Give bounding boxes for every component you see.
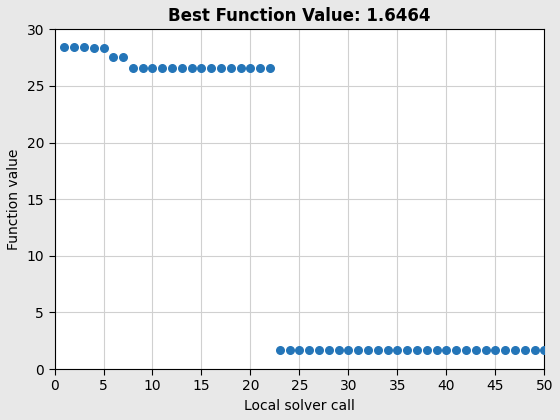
Point (354, 347, 363, 354)
Point (178, 65, 186, 72)
Point (393, 347, 402, 354)
Point (432, 347, 441, 354)
Point (295, 347, 304, 354)
Point (246, 65, 255, 72)
Point (472, 347, 480, 354)
Point (128, 65, 137, 72)
Point (363, 347, 372, 354)
Point (510, 347, 519, 354)
Point (530, 347, 539, 354)
Point (383, 347, 392, 354)
Point (265, 65, 274, 72)
Point (60, 44, 69, 51)
Point (236, 65, 245, 72)
Point (167, 65, 176, 72)
Point (344, 347, 353, 354)
Point (138, 65, 147, 72)
Point (69, 44, 78, 51)
Point (207, 65, 216, 72)
Point (403, 347, 412, 354)
Point (452, 347, 461, 354)
Point (422, 347, 431, 354)
Point (305, 347, 314, 354)
Point (197, 65, 206, 72)
Point (256, 65, 265, 72)
Point (520, 347, 529, 354)
Title: Best Function Value: 1.6464: Best Function Value: 1.6464 (168, 7, 431, 25)
Point (315, 347, 324, 354)
Point (80, 44, 88, 51)
Point (89, 45, 98, 51)
Point (119, 54, 128, 60)
Point (374, 347, 382, 354)
Point (158, 65, 167, 72)
Point (442, 347, 451, 354)
Point (540, 347, 549, 354)
Point (148, 65, 157, 72)
Point (501, 347, 510, 354)
Y-axis label: Function value: Function value (7, 149, 21, 250)
Point (334, 347, 343, 354)
Point (461, 347, 470, 354)
Point (99, 45, 108, 51)
Point (324, 347, 333, 354)
Point (217, 65, 226, 72)
Point (481, 347, 490, 354)
X-axis label: Local solver call: Local solver call (244, 399, 355, 413)
Point (109, 54, 118, 60)
Point (226, 65, 235, 72)
Point (413, 347, 422, 354)
Point (285, 347, 294, 354)
Point (187, 65, 196, 72)
Point (276, 347, 284, 354)
Point (491, 347, 500, 354)
